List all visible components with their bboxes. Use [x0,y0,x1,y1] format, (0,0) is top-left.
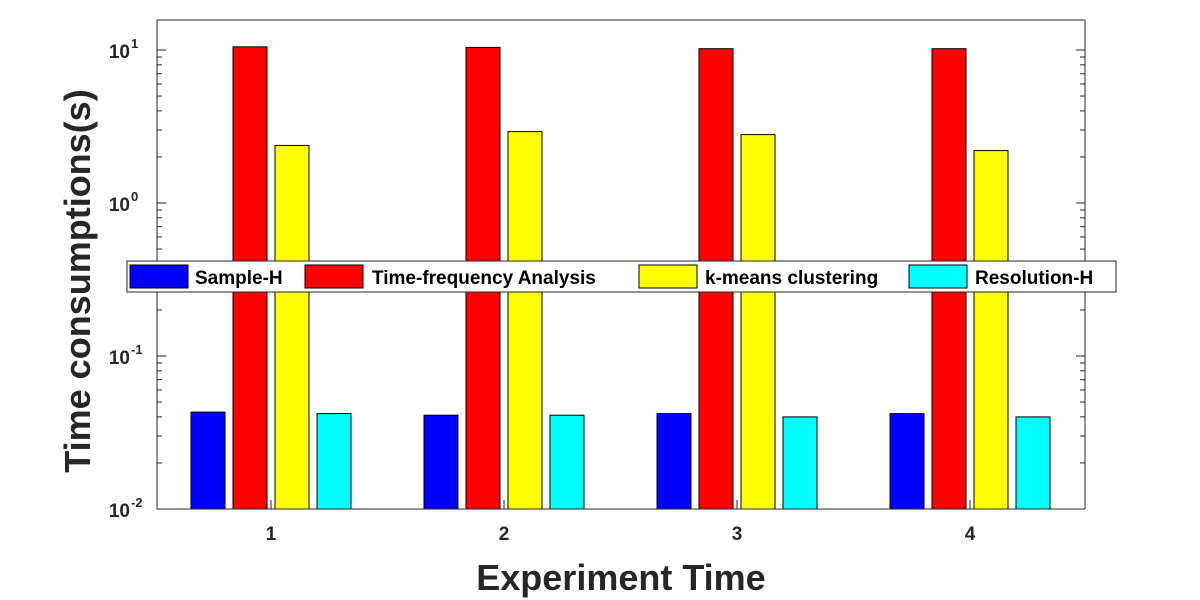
y-tick-base: 10 [109,501,130,522]
x-tick-label: 1 [266,524,277,545]
bar-k-means-clustering-2 [507,131,543,510]
y-tick-exponent: 0 [131,189,138,204]
x-tick-label: 2 [499,524,510,545]
y-tick-base: 10 [109,195,130,216]
legend-item: Resolution-H [908,264,1093,289]
legend-swatch [908,264,968,289]
bar-resolution-h-3 [782,416,818,510]
y-axis-title: Time consumptions(s) [57,89,98,472]
bar-resolution-h-1 [316,413,352,510]
y-tick-label: 10 0 [109,189,138,216]
bar-k-means-clustering-1 [274,144,310,510]
legend-label: k-means clustering [705,268,878,289]
y-tick-label: 10 -2 [109,495,143,522]
bar-sample-h-4 [889,413,925,510]
legend-label: Sample-H [195,268,283,289]
y-tick-exponent: 1 [131,36,138,51]
legend-swatch [638,264,698,289]
bar-resolution-h-4 [1015,416,1051,510]
legend-item: Time-frequency Analysis [304,264,596,289]
bar-k-means-clustering-3 [740,134,776,510]
y-tick-base: 10 [109,348,130,369]
legend-item: Sample-H [129,264,283,289]
y-tick-label: 10 -1 [109,342,143,369]
bar-sample-h-1 [190,411,226,510]
legend-swatch [129,264,189,289]
x-tick-label: 3 [732,524,743,545]
bar-k-means-clustering-4 [973,150,1009,510]
legend: Sample-H Time-frequency Analysis k-means c… [126,260,1117,293]
legend-label: Resolution-H [975,268,1093,289]
legend-item: k-means clustering [638,264,878,289]
bar-sample-h-2 [423,414,459,510]
x-axis-title: Experiment Time [476,557,765,598]
y-tick-exponent: -2 [131,495,143,510]
bar-sample-h-3 [656,413,692,510]
bar-resolution-h-2 [549,414,585,510]
legend-label: Time-frequency Analysis [372,268,596,289]
legend-swatch [304,264,364,289]
y-tick-base: 10 [109,42,130,63]
x-tick-label: 4 [965,524,976,545]
y-tick-exponent: -1 [131,342,143,357]
y-tick-label: 10 1 [109,36,138,63]
